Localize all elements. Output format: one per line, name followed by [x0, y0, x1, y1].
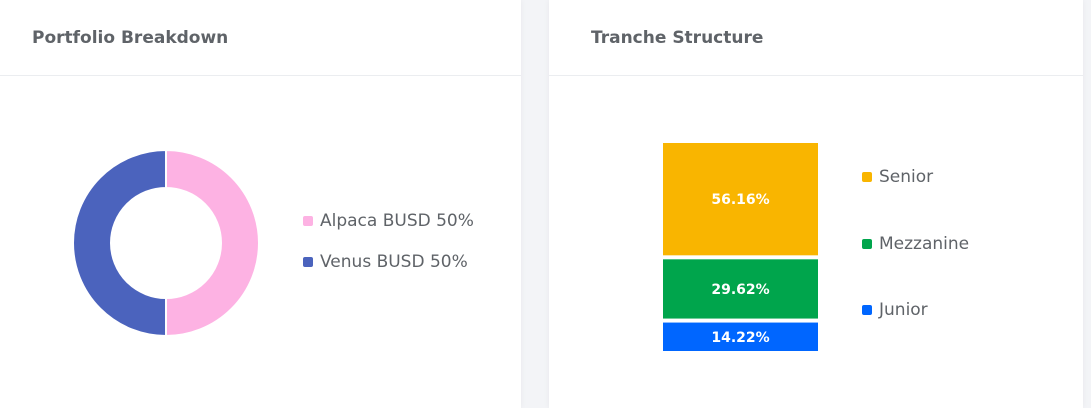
portfolio-breakdown-card: Portfolio Breakdown Alpaca BUSD 50% Venus… [0, 0, 521, 408]
legend-swatch [862, 305, 872, 315]
legend-label: Senior [879, 167, 934, 187]
stack-label-mezzanine: 29.62% [711, 282, 769, 298]
legend-item-alpaca-busd-50[interactable]: Alpaca BUSD 50% [303, 211, 474, 231]
donut-slice-alpaca-busd-50[interactable] [165, 148, 260, 338]
legend-item-mezzanine[interactable]: Mezzanine [862, 234, 969, 254]
portfolio-donut-chart [72, 148, 260, 338]
portfolio-breakdown-header: Portfolio Breakdown [0, 0, 521, 76]
legend-swatch [303, 216, 313, 226]
tranche-structure-header: Tranche Structure [549, 0, 1083, 76]
legend-swatch [862, 238, 872, 249]
tranche-structure-card: Tranche Structure 56.16% 29.62% 14.22% Sen… [549, 0, 1083, 408]
legend-item-venus-busd-50[interactable]: Venus BUSD 50% [303, 252, 468, 272]
stack-label-senior: 56.16% [711, 192, 769, 208]
legend-swatch [303, 257, 313, 267]
legend-label: Junior [879, 300, 928, 320]
donut-slice-venus-busd-50[interactable] [72, 148, 167, 338]
portfolio-breakdown-title: Portfolio Breakdown [32, 27, 229, 48]
tranche-stacked-bar-chart: 56.16% 29.62% 14.22% [663, 143, 818, 351]
stack-segment-junior[interactable] [663, 322, 818, 351]
portfolio-chart-area: Alpaca BUSD 50% Venus BUSD 50% [0, 77, 521, 408]
legend-label: Mezzanine [879, 233, 970, 254]
stack-segment-mezzanine[interactable] [663, 259, 818, 319]
legend-swatch [862, 172, 872, 182]
tranche-structure-title: Tranche Structure [591, 27, 764, 48]
legend-item-junior[interactable]: Junior [862, 300, 928, 320]
stack-segment-senior[interactable] [663, 143, 818, 256]
stack-label-junior: 14.22% [711, 330, 769, 346]
legend-label: Venus BUSD 50% [320, 252, 468, 272]
legend-label: Alpaca BUSD 50% [320, 211, 474, 231]
tranche-chart-area: 56.16% 29.62% 14.22% Senior Mezzanine Junior [549, 77, 1083, 408]
legend-item-senior[interactable]: Senior [862, 167, 933, 187]
